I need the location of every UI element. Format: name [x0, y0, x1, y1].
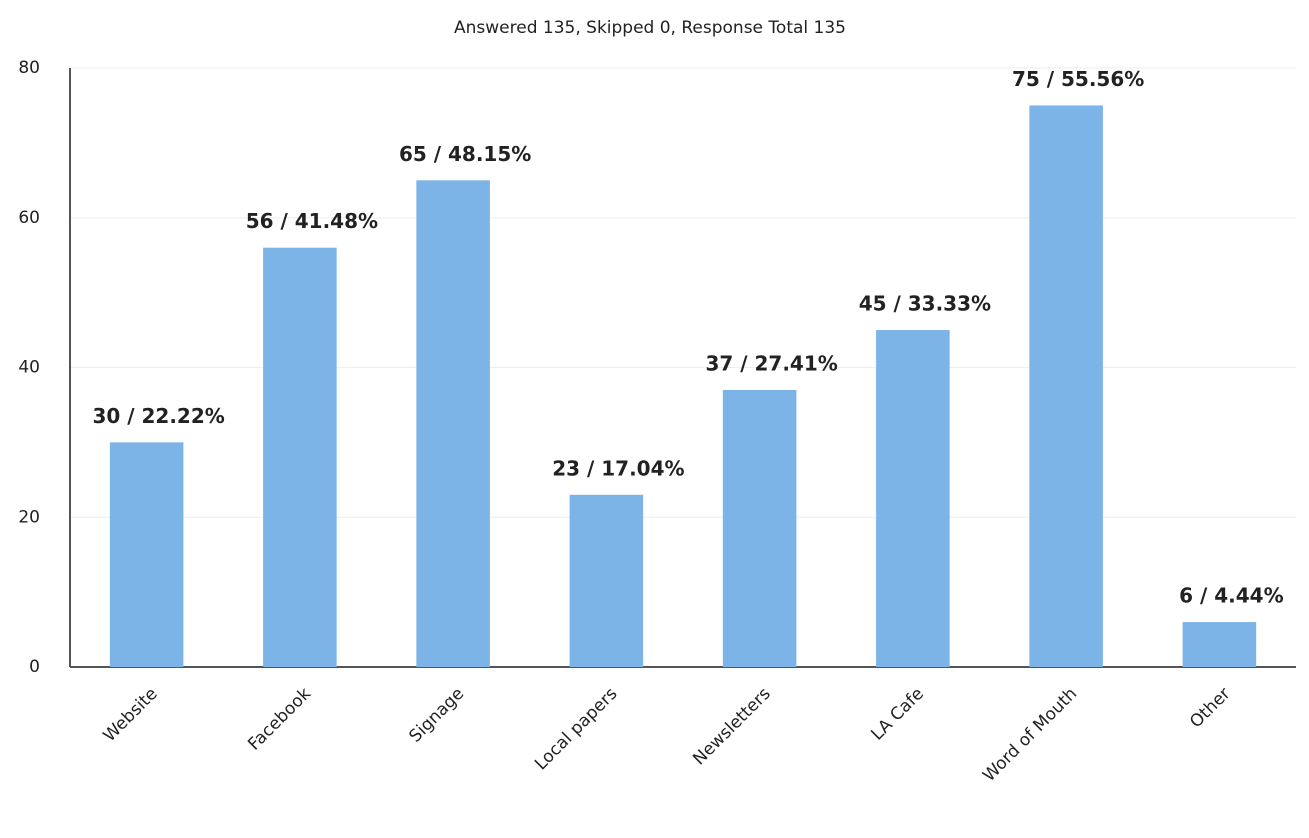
bar — [416, 180, 490, 667]
data-label: 75 / 55.56% — [1012, 67, 1144, 91]
data-label: 37 / 27.41% — [705, 351, 837, 375]
y-tick-label: 60 — [18, 208, 40, 228]
bar — [722, 389, 797, 667]
bar — [876, 330, 950, 667]
y-tick-label: 20 — [18, 507, 40, 527]
y-tick-label: 80 — [18, 58, 40, 78]
bar — [569, 494, 644, 667]
data-label: 56 / 41.48% — [246, 209, 378, 233]
bar — [263, 247, 337, 667]
x-tick-label: Local papers — [531, 684, 621, 774]
data-label: 30 / 22.22% — [92, 404, 224, 428]
x-tick-label: Other — [1186, 684, 1234, 732]
y-tick-label: 0 — [29, 657, 40, 677]
data-label: 65 / 48.15% — [399, 142, 531, 166]
x-tick-label: Website — [100, 684, 162, 746]
x-tick-label: Signage — [405, 684, 468, 747]
bar — [1182, 622, 1257, 667]
x-tick-label: Newsletters — [689, 684, 774, 769]
data-label: 6 / 4.44% — [1179, 584, 1284, 608]
x-tick-label: Word of Mouth — [979, 684, 1081, 786]
chart-title: Answered 135, Skipped 0, Response Total … — [454, 18, 846, 38]
data-label: 23 / 17.04% — [552, 456, 684, 480]
bar — [1029, 105, 1103, 667]
x-tick-label: Facebook — [244, 684, 315, 755]
bar — [109, 442, 184, 667]
x-tick-label: LA Cafe — [867, 684, 928, 745]
data-label: 45 / 33.33% — [859, 292, 991, 316]
y-tick-label: 40 — [18, 358, 40, 378]
